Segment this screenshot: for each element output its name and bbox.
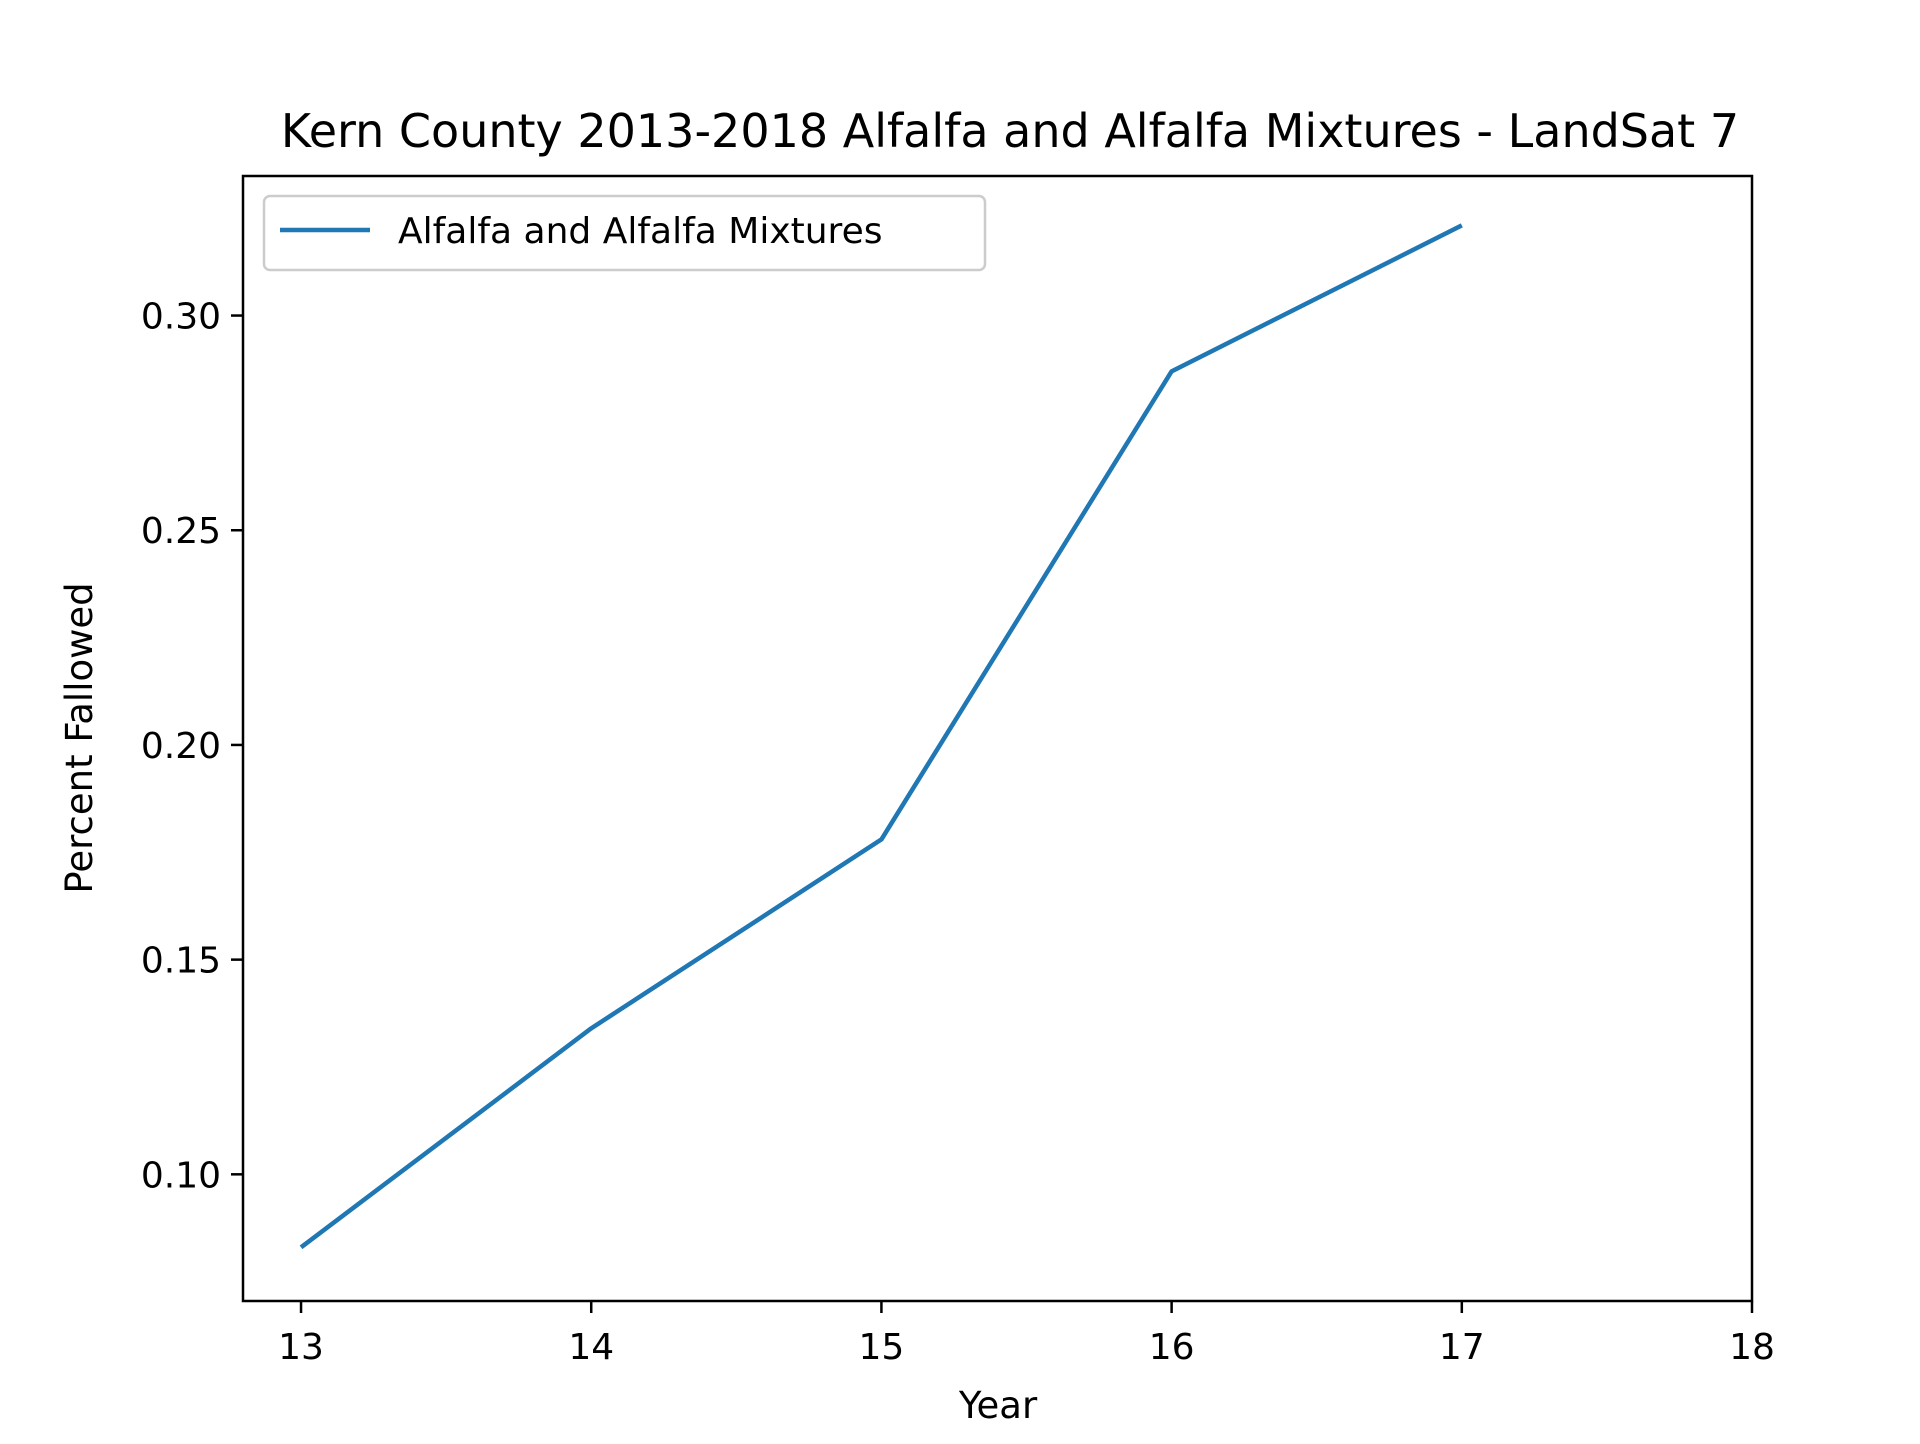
legend: Alfalfa and Alfalfa Mixtures xyxy=(262,194,987,272)
axes-frame xyxy=(241,174,1754,1303)
y-tick-label: 0.20 xyxy=(141,726,221,767)
x-tick-label: 15 xyxy=(859,1327,905,1368)
x-tick-label: 18 xyxy=(1729,1327,1775,1368)
y-axis: 0.10 0.15 0.20 0.25 0.30 xyxy=(141,297,243,1196)
y-tick-label: 0.25 xyxy=(141,511,221,552)
plot-area xyxy=(299,223,1463,1250)
series-line-0 xyxy=(299,223,1463,1250)
x-tick-label: 13 xyxy=(278,1327,324,1368)
x-tick-label: 14 xyxy=(568,1327,614,1368)
legend-label: Alfalfa and Alfalfa Mixtures xyxy=(398,211,882,252)
legend-box xyxy=(262,194,987,272)
x-axis: 13 14 15 16 17 18 xyxy=(278,1301,1775,1368)
x-axis-label: Year xyxy=(958,1384,1038,1427)
y-tick-label: 0.15 xyxy=(141,941,221,982)
x-tick-label: 16 xyxy=(1149,1327,1195,1368)
y-axis-label: Percent Fallowed xyxy=(58,582,101,893)
x-tick-label: 17 xyxy=(1439,1327,1485,1368)
y-tick-label: 0.10 xyxy=(141,1155,221,1196)
chart-title: Kern County 2013-2018 Alfalfa and Alfalf… xyxy=(281,104,1739,158)
y-tick-label: 0.30 xyxy=(141,297,221,338)
